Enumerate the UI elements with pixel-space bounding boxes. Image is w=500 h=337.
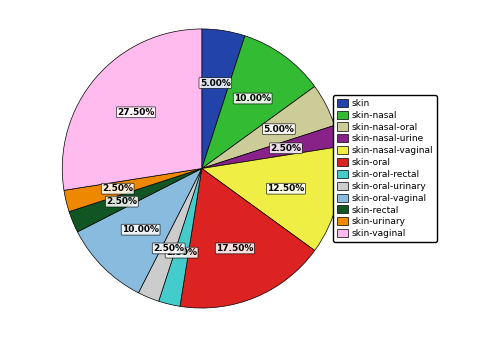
Text: 2.50%: 2.50% — [102, 184, 133, 193]
Wedge shape — [158, 168, 202, 306]
Wedge shape — [62, 29, 202, 190]
Text: 2.50%: 2.50% — [166, 248, 197, 257]
Text: 10.00%: 10.00% — [122, 225, 159, 234]
Wedge shape — [202, 36, 314, 168]
Wedge shape — [180, 168, 314, 308]
Text: 27.50%: 27.50% — [118, 108, 154, 117]
Text: 2.50%: 2.50% — [270, 144, 302, 153]
Wedge shape — [138, 168, 202, 301]
Legend: skin, skin-nasal, skin-nasal-oral, skin-nasal-urine, skin-nasal-vaginal, skin-or: skin, skin-nasal, skin-nasal-oral, skin-… — [334, 95, 436, 242]
Wedge shape — [202, 147, 342, 250]
Text: 10.00%: 10.00% — [234, 94, 271, 103]
Wedge shape — [202, 125, 340, 168]
Wedge shape — [202, 87, 334, 168]
Text: 2.50%: 2.50% — [106, 197, 138, 206]
Wedge shape — [202, 29, 245, 168]
Text: 5.00%: 5.00% — [264, 125, 294, 134]
Text: 5.00%: 5.00% — [200, 79, 231, 88]
Text: 2.50%: 2.50% — [153, 244, 184, 253]
Wedge shape — [78, 168, 202, 293]
Wedge shape — [69, 168, 202, 232]
Text: 17.50%: 17.50% — [216, 244, 254, 253]
Wedge shape — [64, 168, 202, 212]
Text: 12.50%: 12.50% — [268, 184, 304, 193]
